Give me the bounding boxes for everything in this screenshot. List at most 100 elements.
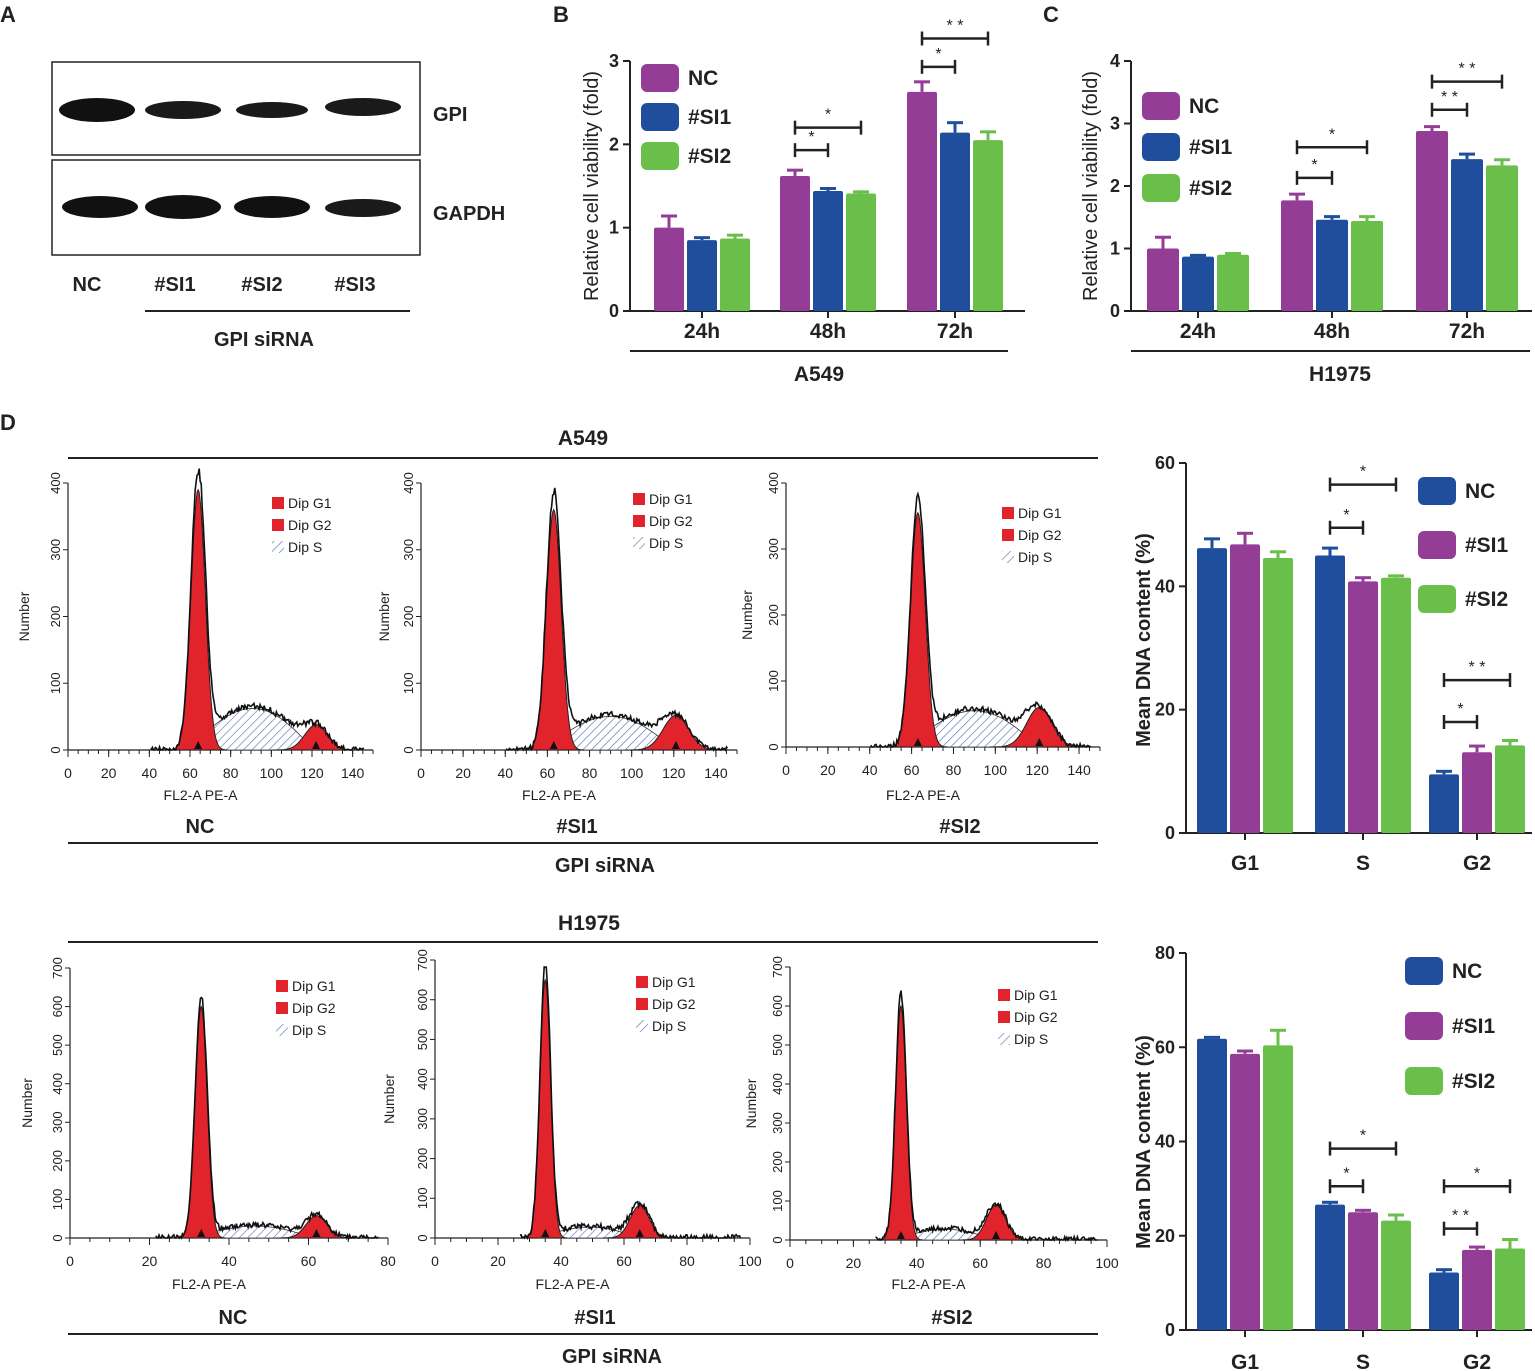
x-axis-label: FL2-A PE-A [522, 787, 597, 803]
legend-label: Dip S [1014, 1031, 1048, 1047]
legend-swatch-hatch [633, 537, 645, 549]
d-row1-label-si1: #SI1 [556, 816, 597, 838]
bar [1429, 774, 1459, 833]
panel-c-letter: C [1043, 2, 1059, 27]
legend-label: #SI1 [1452, 1015, 1496, 1038]
bar [1197, 548, 1227, 833]
y-tick-label: 4 [1110, 51, 1120, 71]
lane-label-si1: #SI1 [154, 274, 195, 296]
d-row1-label-si2: #SI2 [939, 816, 980, 838]
dip-g1-peak [523, 508, 584, 751]
x-tick-label: 40 [909, 1255, 925, 1271]
y-tick-label: 600 [415, 989, 430, 1011]
legend-swatch [1418, 531, 1456, 559]
legend-swatch [636, 976, 648, 988]
bar [1217, 254, 1249, 311]
x-tick-label: 0 [786, 1255, 794, 1271]
x-tick-label: 40 [553, 1253, 569, 1269]
dip-g1-peak [878, 1004, 924, 1241]
y-tick-label: 0 [1165, 1320, 1175, 1340]
band-gpi-si3 [325, 98, 401, 116]
legend-swatch [276, 1002, 288, 1014]
legend-swatch [1418, 585, 1456, 613]
bar [1230, 1053, 1260, 1330]
y-tick-label: 3 [1110, 114, 1120, 134]
category-label: 48h [810, 320, 846, 343]
x-tick-label: 80 [946, 762, 962, 778]
legend-swatch [998, 989, 1010, 1001]
d-row2-label-si2: #SI2 [931, 1307, 972, 1329]
y-tick-label: 80 [1155, 943, 1175, 963]
legend-label: Dip S [288, 539, 322, 555]
x-tick-label: 140 [341, 765, 365, 781]
y-tick-label: 400 [48, 472, 63, 494]
y-axis-label: Number [743, 1078, 759, 1128]
bar [1147, 248, 1179, 311]
y-tick-label: 3 [609, 51, 619, 71]
x-tick-label: 80 [1036, 1255, 1052, 1271]
y-tick-label: 400 [766, 472, 781, 494]
y-tick-label: 0 [770, 1236, 785, 1243]
y-tick-label: 700 [415, 949, 430, 971]
legend-label: Dip G1 [649, 491, 693, 507]
y-axis-label: Relative cell viability (fold) [581, 71, 603, 301]
legend-label: #SI1 [688, 106, 732, 129]
category-label: G1 [1231, 1351, 1259, 1371]
significance-label: * * [1459, 61, 1476, 78]
histogram-outline [150, 468, 365, 752]
legend-label: Dip G1 [288, 495, 332, 511]
legend-swatch [1405, 1012, 1443, 1040]
chart-c-viability-h1975: 0 1 2 3 4 Relative cell viability (fold) 24h 48… [1080, 51, 1532, 343]
x-tick-label: 0 [431, 1253, 439, 1269]
peak-marker [896, 1231, 905, 1239]
x-tick-label: 80 [679, 1253, 695, 1269]
x-tick-label: 140 [1067, 762, 1091, 778]
blot-gpi-bands [59, 98, 401, 122]
bar [1182, 256, 1214, 311]
legend-swatch-hatch [276, 1024, 288, 1036]
legend-label: Dip S [1018, 549, 1052, 565]
bar [973, 140, 1003, 311]
legend-label: Dip G1 [1014, 987, 1058, 1003]
bar [1451, 159, 1483, 311]
legend-swatch [641, 103, 679, 131]
bar [1486, 165, 1518, 311]
legend-label: NC [688, 67, 718, 90]
x-tick-label: 60 [616, 1253, 632, 1269]
bar [940, 132, 970, 311]
x-tick-label: 100 [1095, 1255, 1119, 1271]
band-gapdh-si3 [325, 199, 401, 217]
panel-a-letter: A [0, 2, 16, 27]
chart-d-dna-content-h1975: 0 20 40 60 80 Mean DNA content (%) G1 S G2 * * * * *… [1133, 943, 1532, 1371]
bar [1315, 555, 1345, 833]
y-tick-label: 400 [770, 1073, 785, 1095]
peak-marker [312, 1229, 321, 1237]
peak-marker [194, 741, 203, 749]
legend-label: Dip G1 [1018, 505, 1062, 521]
legend-swatch-hatch [636, 1020, 648, 1032]
bar [1348, 1212, 1378, 1330]
legend-swatch [1405, 1067, 1443, 1095]
band-label-gapdh: GAPDH [433, 203, 505, 225]
histogram-outline [519, 966, 742, 1241]
bar [1316, 219, 1348, 311]
y-tick-label: 300 [766, 538, 781, 560]
x-tick-label: 60 [904, 762, 920, 778]
bar [1429, 1272, 1459, 1330]
legend-label: #SI1 [1189, 136, 1233, 159]
bar [780, 176, 810, 311]
significance-label: * [935, 46, 941, 63]
histogram-h1975-si2: 0 100 200 300 400 500 600 700 0 20 40 60 80 100 FL2-A … [743, 956, 1119, 1292]
legend-swatch [641, 64, 679, 92]
bar [1263, 557, 1293, 833]
x-axis-label: FL2-A PE-A [536, 1276, 611, 1292]
x-tick-label: 0 [782, 762, 790, 778]
band-label-gpi: GPI [433, 104, 467, 126]
legend-swatch-hatch [1002, 551, 1014, 563]
x-tick-label: 20 [101, 765, 117, 781]
y-tick-label: 600 [770, 995, 785, 1017]
x-axis-label: FL2-A PE-A [892, 1276, 967, 1292]
y-tick-label: 400 [50, 1073, 65, 1095]
y-tick-label: 100 [770, 1190, 785, 1212]
bar [1416, 131, 1448, 311]
